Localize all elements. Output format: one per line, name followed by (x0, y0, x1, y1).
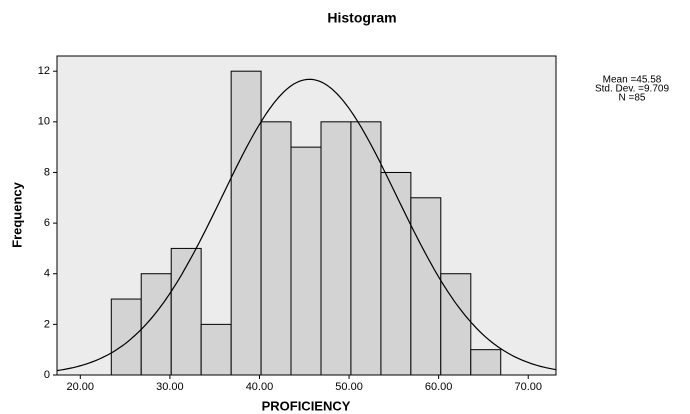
x-tick-label: 60.00 (425, 381, 453, 393)
bar (350, 121, 382, 376)
y-tick-label: 4 (44, 268, 50, 280)
x-tick-label: 70.00 (514, 381, 542, 393)
bar (320, 121, 352, 376)
x-tick-label: 50.00 (335, 381, 363, 393)
y-tick-label: 8 (44, 166, 50, 178)
y-tick-label: 10 (38, 116, 50, 128)
x-tick-label: 40.00 (246, 381, 274, 393)
bar (470, 349, 502, 376)
bar (410, 197, 442, 376)
bar (290, 146, 322, 376)
chart-title: Histogram (327, 10, 396, 26)
y-tick-label: 2 (44, 318, 50, 330)
bar (170, 247, 202, 376)
y-tick-label: 6 (44, 217, 50, 229)
y-tick-label: 12 (38, 65, 50, 77)
bar (230, 70, 262, 376)
y-tick-label: 0 (44, 369, 50, 381)
bar (380, 171, 412, 376)
bar (200, 323, 232, 376)
stats-label: Std. Dev. =9.709 (595, 84, 669, 95)
y-axis-label: Frequency (9, 181, 24, 248)
x-tick-label: 20.00 (67, 381, 95, 393)
bar (260, 121, 292, 376)
stats-label: N =85 (619, 93, 646, 104)
x-tick-label: 30.00 (156, 381, 184, 393)
bar (440, 273, 472, 376)
normal-curve (56, 78, 557, 372)
x-axis-label: PROFICIENCY (262, 398, 351, 413)
stats-label: Mean =45.58 (603, 75, 662, 86)
bar (110, 298, 142, 376)
